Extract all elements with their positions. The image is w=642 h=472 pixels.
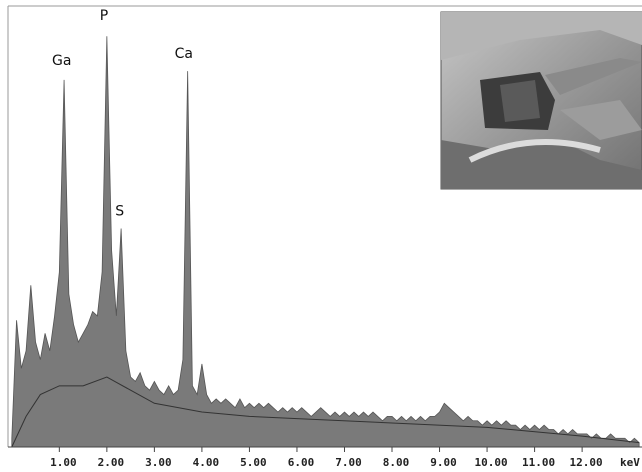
x-axis-label: keV — [620, 456, 640, 469]
x-tick-label: 3.00 — [145, 456, 172, 469]
peak-label: Ca — [175, 46, 193, 62]
x-tick-label: 5.00 — [240, 456, 267, 469]
inset-image — [440, 11, 642, 190]
x-tick-label: 6.00 — [288, 456, 315, 469]
spectrum-area — [11, 36, 640, 448]
x-tick-label: 8.00 — [383, 456, 410, 469]
background-curve — [11, 376, 640, 448]
x-tick-label: 10.00 — [475, 456, 508, 469]
plot-area — [11, 36, 640, 448]
peak-label: S — [115, 203, 124, 219]
peak-label: P — [100, 8, 108, 24]
x-tick-label: 11.00 — [522, 456, 555, 469]
x-tick-label: 7.00 — [335, 456, 362, 469]
x-tick-label: 2.00 — [98, 456, 125, 469]
x-tick-label: 9.00 — [430, 456, 457, 469]
peak-label: Ga — [52, 53, 71, 69]
x-tick-label: 4.00 — [193, 456, 220, 469]
x-tick-label: 1.00 — [50, 456, 77, 469]
x-tick-label: 12.00 — [570, 456, 603, 469]
